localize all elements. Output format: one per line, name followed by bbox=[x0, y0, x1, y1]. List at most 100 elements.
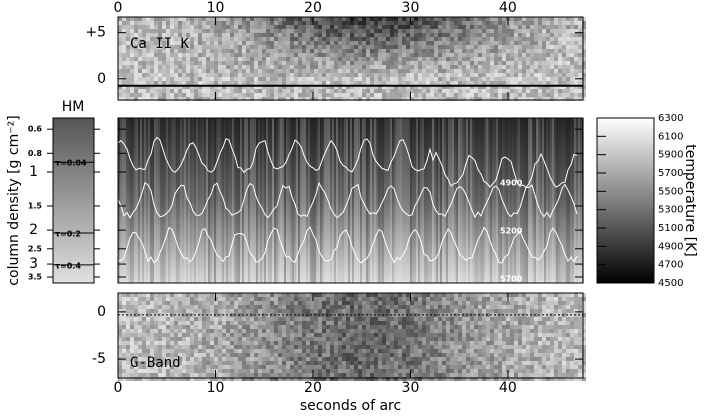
image-pixel bbox=[322, 41, 326, 45]
image-pixel bbox=[282, 353, 286, 357]
image-pixel bbox=[134, 37, 138, 41]
image-pixel bbox=[322, 89, 326, 93]
image-pixel bbox=[178, 53, 182, 57]
image-pixel bbox=[354, 333, 358, 337]
image-pixel bbox=[362, 93, 366, 97]
image-pixel bbox=[234, 77, 238, 81]
image-pixel bbox=[122, 297, 126, 301]
image-pixel bbox=[434, 353, 438, 357]
image-pixel bbox=[426, 337, 430, 341]
image-pixel bbox=[350, 301, 354, 305]
image-pixel bbox=[186, 61, 190, 65]
image-pixel bbox=[554, 97, 558, 101]
image-pixel bbox=[446, 69, 450, 73]
image-pixel bbox=[350, 29, 354, 33]
image-pixel bbox=[498, 61, 502, 65]
image-pixel bbox=[246, 37, 250, 41]
image-pixel bbox=[310, 353, 314, 357]
image-pixel bbox=[142, 29, 146, 33]
image-pixel bbox=[250, 333, 254, 337]
image-pixel bbox=[478, 377, 482, 381]
image-pixel bbox=[478, 69, 482, 73]
image-pixel bbox=[266, 333, 270, 337]
image-pixel bbox=[222, 41, 226, 45]
image-pixel bbox=[422, 361, 426, 365]
image-pixel bbox=[446, 337, 450, 341]
image-pixel bbox=[310, 89, 314, 93]
image-pixel bbox=[398, 57, 402, 61]
image-pixel bbox=[530, 21, 534, 25]
image-pixel bbox=[342, 33, 346, 37]
image-pixel bbox=[494, 77, 498, 81]
image-pixel bbox=[198, 77, 202, 81]
image-pixel bbox=[150, 365, 154, 369]
image-pixel bbox=[126, 301, 130, 305]
image-pixel bbox=[538, 29, 542, 33]
image-pixel bbox=[186, 97, 190, 101]
image-pixel bbox=[562, 73, 566, 77]
image-pixel bbox=[366, 317, 370, 321]
image-pixel bbox=[138, 41, 142, 45]
image-pixel bbox=[294, 53, 298, 57]
image-pixel bbox=[250, 37, 254, 41]
image-pixel bbox=[310, 49, 314, 53]
image-pixel bbox=[134, 325, 138, 329]
image-pixel bbox=[290, 53, 294, 57]
image-pixel bbox=[402, 49, 406, 53]
image-pixel bbox=[306, 41, 310, 45]
image-pixel bbox=[382, 357, 386, 361]
image-pixel bbox=[418, 25, 422, 29]
image-pixel bbox=[486, 329, 490, 333]
image-pixel bbox=[322, 53, 326, 57]
image-pixel bbox=[482, 317, 486, 321]
image-pixel bbox=[118, 321, 122, 325]
image-pixel bbox=[186, 325, 190, 329]
image-pixel bbox=[490, 65, 494, 69]
image-pixel bbox=[386, 37, 390, 41]
image-pixel bbox=[558, 17, 562, 21]
image-pixel bbox=[574, 33, 578, 37]
image-pixel bbox=[298, 93, 302, 97]
depth-streak bbox=[400, 118, 402, 283]
image-pixel bbox=[498, 21, 502, 25]
image-pixel bbox=[366, 349, 370, 353]
image-pixel bbox=[298, 69, 302, 73]
image-pixel bbox=[298, 293, 302, 297]
image-pixel bbox=[270, 305, 274, 309]
image-pixel bbox=[198, 301, 202, 305]
image-pixel bbox=[422, 353, 426, 357]
image-pixel bbox=[378, 341, 382, 345]
image-pixel bbox=[434, 97, 438, 101]
image-pixel bbox=[262, 377, 266, 381]
image-pixel bbox=[510, 337, 514, 341]
image-pixel bbox=[162, 53, 166, 57]
image-pixel bbox=[346, 345, 350, 349]
image-pixel bbox=[274, 365, 278, 369]
image-pixel bbox=[414, 53, 418, 57]
image-pixel bbox=[158, 17, 162, 21]
image-pixel bbox=[546, 97, 550, 101]
image-pixel bbox=[146, 317, 150, 321]
image-pixel bbox=[474, 21, 478, 25]
image-pixel bbox=[366, 93, 370, 97]
image-pixel bbox=[390, 81, 394, 85]
image-pixel bbox=[170, 365, 174, 369]
image-pixel bbox=[314, 333, 318, 337]
depth-streak bbox=[128, 118, 130, 283]
image-pixel bbox=[394, 349, 398, 353]
image-pixel bbox=[426, 53, 430, 57]
image-pixel bbox=[314, 25, 318, 29]
image-pixel bbox=[122, 345, 126, 349]
image-pixel bbox=[250, 357, 254, 361]
image-pixel bbox=[138, 77, 142, 81]
image-pixel bbox=[306, 365, 310, 369]
image-pixel bbox=[498, 325, 502, 329]
image-pixel bbox=[342, 41, 346, 45]
image-pixel bbox=[206, 17, 210, 21]
image-pixel bbox=[458, 17, 462, 21]
depth-streak bbox=[438, 118, 440, 283]
image-pixel bbox=[530, 93, 534, 97]
image-pixel bbox=[346, 69, 350, 73]
image-pixel bbox=[502, 29, 506, 33]
image-pixel bbox=[222, 341, 226, 345]
